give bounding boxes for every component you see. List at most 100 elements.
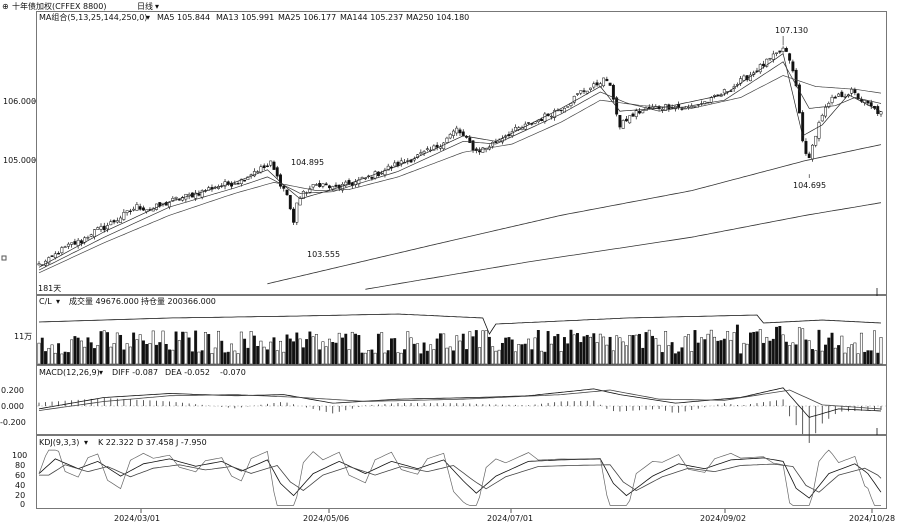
candle-up xyxy=(60,247,64,254)
volume-bar-down xyxy=(318,349,322,365)
ma-group-label[interactable]: MA组合(5,13,25,144,250,0) xyxy=(39,12,147,22)
cl-dropdown-icon[interactable]: ▾ xyxy=(56,297,60,306)
ma144-value: MA144 105.237 xyxy=(340,13,403,22)
volume-bar-down xyxy=(585,334,589,365)
macd-dropdown-icon[interactable]: ▾ xyxy=(99,368,103,377)
volume-bar-up xyxy=(618,337,622,365)
macd-panel-frame xyxy=(36,365,887,435)
candle-up xyxy=(863,99,867,103)
macd-ytick-zero: 0.000 xyxy=(1,402,24,411)
volume-bar-up xyxy=(298,338,302,365)
candle-up xyxy=(438,146,442,149)
candle-up xyxy=(246,176,250,180)
volume-bar-up xyxy=(321,341,325,365)
volume-bar-down xyxy=(703,339,707,365)
kdj-label[interactable]: KDJ(9,3,3) xyxy=(39,438,79,447)
candle-down xyxy=(478,150,482,153)
candle-down xyxy=(57,252,61,255)
low-b-label: 104.695 xyxy=(793,181,826,190)
volume-bar-up xyxy=(729,339,733,365)
cl-label[interactable]: C/L xyxy=(39,297,52,306)
candle-down xyxy=(370,176,374,179)
volume-bar-up xyxy=(109,346,113,365)
candle-up xyxy=(341,184,344,191)
volume-bar-down xyxy=(288,338,292,365)
candle-up xyxy=(383,169,387,176)
candle-up xyxy=(814,135,818,146)
panel-collapse-icon[interactable] xyxy=(1,255,7,261)
candle-down xyxy=(638,110,641,114)
candle-up xyxy=(621,120,625,129)
volume-bar-up xyxy=(350,331,354,365)
kdj-dropdown-icon[interactable]: ▾ xyxy=(84,438,88,447)
volume-bar-down xyxy=(354,333,358,365)
candle-up xyxy=(96,227,100,230)
volume-bar-down xyxy=(63,351,67,365)
volume-bar-down xyxy=(305,339,309,365)
volume-bar-up xyxy=(409,337,413,365)
volume-bar-up xyxy=(363,352,367,365)
volume-bar-down xyxy=(200,350,204,365)
volume-bar-down xyxy=(243,338,247,365)
volume-bar-up xyxy=(135,339,139,365)
candle-down xyxy=(716,94,720,96)
kdj-ytick-60: 60 xyxy=(15,471,25,480)
volume-bar-up xyxy=(311,336,315,365)
candle-down xyxy=(272,161,276,170)
volume-bar-up xyxy=(259,340,263,365)
volume-bar-down xyxy=(794,344,798,365)
candle-up xyxy=(579,90,583,94)
volume-bar-down xyxy=(181,331,185,365)
ma-legend-arrow-icon[interactable]: ▾ xyxy=(146,13,150,22)
candle-up xyxy=(311,184,315,188)
ma250-line xyxy=(365,202,882,290)
period-selector[interactable]: 日线 xyxy=(137,1,153,11)
volume-bar-down xyxy=(465,349,468,365)
candle-up xyxy=(749,74,752,82)
volume-bar-down xyxy=(403,349,406,365)
macd-label[interactable]: MACD(12,26,9) xyxy=(39,368,100,377)
volume-bar-up xyxy=(236,353,240,365)
candle-up xyxy=(171,198,175,202)
volume-bar-up xyxy=(690,351,694,365)
candle-up xyxy=(455,127,459,134)
volume-bar-down xyxy=(592,333,596,365)
volume-bar-down xyxy=(190,351,194,365)
volume-bar-down xyxy=(246,347,250,365)
volume-bar-up xyxy=(700,337,703,365)
volume-bar-down xyxy=(40,337,44,365)
kdj-d-line xyxy=(39,463,882,493)
header-icon[interactable]: ⊕ xyxy=(2,2,9,11)
volume-bar-up xyxy=(726,331,730,365)
volume-bar-down xyxy=(510,339,514,365)
period-dropdown-icon[interactable]: ▾ xyxy=(155,2,159,11)
volume-bar-down xyxy=(582,336,586,365)
volume-bar-down xyxy=(174,331,178,365)
candle-up xyxy=(722,89,726,94)
candle-up xyxy=(576,93,579,95)
volume-bar-down xyxy=(771,338,775,365)
candle-down xyxy=(833,96,837,99)
candle-up xyxy=(331,186,335,190)
candle-down xyxy=(324,183,328,186)
ma5-value: MA5 105.844 xyxy=(157,13,210,22)
low-a-label: 103.555 xyxy=(307,250,340,259)
volume-bar-down xyxy=(393,338,397,365)
volume-bar-up xyxy=(732,332,736,365)
volume-bar-down xyxy=(252,335,256,365)
volume-bar-down xyxy=(223,352,227,365)
volume-bar-down xyxy=(419,353,423,365)
volume-bar-down xyxy=(553,336,557,365)
volume-bar-up xyxy=(347,349,351,365)
volume-bar-down xyxy=(412,343,416,365)
volume-bar-up xyxy=(615,335,619,365)
volume-bar-down xyxy=(641,347,645,365)
candle-down xyxy=(527,122,530,124)
volume-bar-down xyxy=(370,349,374,365)
volume-bar-down xyxy=(89,342,93,365)
volume-bar-down xyxy=(696,342,700,365)
volume-bar-down xyxy=(673,353,677,365)
candle-down xyxy=(197,193,201,196)
volume-bar-up xyxy=(801,328,805,365)
